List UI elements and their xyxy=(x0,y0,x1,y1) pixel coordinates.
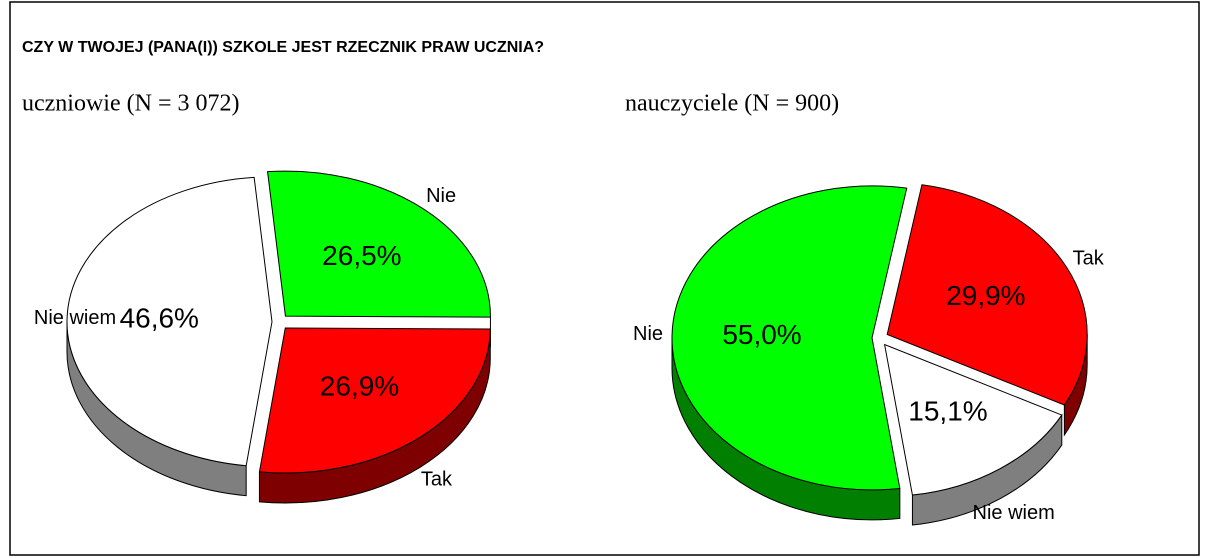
chart-title: uczniowie (N = 3 072) xyxy=(22,91,239,117)
category-label: Nie xyxy=(633,323,663,345)
category-label: Nie wiem xyxy=(34,307,116,329)
value-label: 46,6% xyxy=(120,303,199,334)
category-label: Tak xyxy=(1073,248,1105,270)
pie-slice xyxy=(671,185,908,491)
pie-slice xyxy=(258,327,491,474)
category-label: Tak xyxy=(421,469,453,491)
chart-title: nauczyciele (N = 900) xyxy=(625,91,839,117)
pie-slice xyxy=(883,343,1063,496)
category-label: Nie wiem xyxy=(973,502,1055,524)
category-label: Nie xyxy=(426,185,456,207)
pie-slice xyxy=(66,176,273,467)
value-label: 55,0% xyxy=(722,319,801,350)
pie-slice xyxy=(266,170,491,318)
value-label: 15,1% xyxy=(908,395,987,426)
value-label: 26,9% xyxy=(320,370,399,401)
value-label: 26,5% xyxy=(322,240,401,271)
value-label: 29,9% xyxy=(946,280,1025,311)
pie-slice xyxy=(886,184,1088,406)
main-title: CZY W TWOJEJ (PANA(I)) SZKOLE JEST RZECZ… xyxy=(22,39,544,56)
